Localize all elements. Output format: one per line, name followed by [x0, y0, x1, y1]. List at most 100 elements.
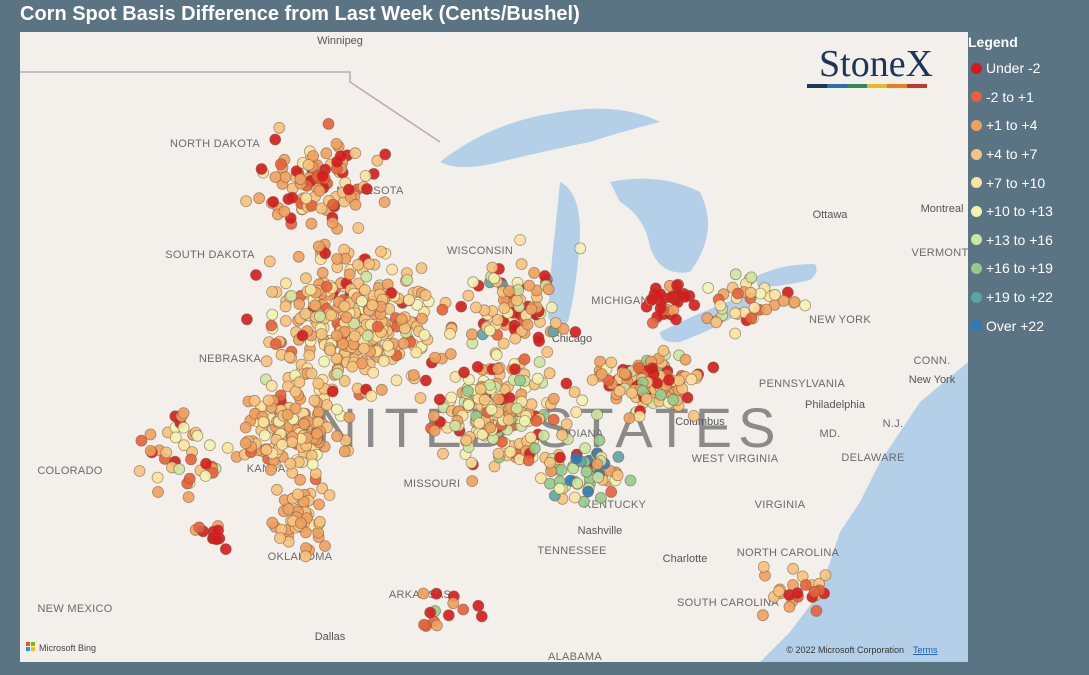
location-dot: [556, 429, 568, 441]
location-dot: [465, 328, 478, 341]
location-dot: [360, 270, 373, 283]
location-dot: [390, 374, 403, 387]
location-dot: [319, 540, 331, 552]
location-dot: [530, 415, 543, 427]
location-dot: [292, 250, 305, 263]
location-dot: [547, 392, 560, 405]
location-dot: [367, 366, 380, 379]
location-dot: [769, 288, 781, 301]
location-dot: [732, 287, 744, 300]
location-dot: [430, 619, 443, 632]
legend-label: +16 to +19: [986, 260, 1053, 277]
legend-item: +13 to +16: [968, 226, 1086, 255]
location-dot: [338, 300, 351, 313]
location-dot: [316, 482, 329, 495]
legend-item: +10 to +13: [968, 197, 1086, 226]
location-dot: [144, 444, 157, 457]
location-dot: [783, 589, 796, 601]
map-label: WEST VIRGINIA: [692, 453, 779, 465]
location-dot: [442, 609, 455, 622]
map-label: SOUTH CAROLINA: [677, 597, 779, 609]
legend-label: Over +22: [986, 317, 1044, 334]
location-dot: [169, 431, 182, 444]
location-dot: [219, 543, 232, 555]
location-dot: [358, 342, 370, 355]
location-dot: [284, 457, 297, 470]
location-dot: [177, 421, 190, 434]
location-dot: [810, 605, 823, 617]
location-dot: [239, 437, 252, 450]
border-line: [20, 71, 441, 143]
location-dot: [135, 434, 148, 447]
location-dot: [279, 171, 292, 184]
location-dot: [257, 416, 270, 429]
location-dot: [360, 183, 373, 195]
location-dot: [605, 485, 618, 498]
map-label: VIRGINIA: [755, 499, 806, 511]
location-dot: [429, 351, 441, 364]
location-dot: [343, 411, 356, 424]
location-dot: [586, 374, 599, 386]
location-dot: [279, 277, 292, 290]
location-dot: [819, 569, 832, 581]
location-dot: [326, 216, 339, 229]
legend-label: +10 to +13: [986, 203, 1053, 220]
location-dot: [324, 344, 337, 357]
location-dot: [258, 429, 271, 442]
location-dot: [521, 318, 534, 331]
location-dot: [330, 329, 343, 342]
location-dot: [483, 324, 496, 337]
location-dot: [330, 403, 343, 416]
location-dot: [260, 355, 273, 368]
location-dot: [571, 477, 584, 490]
location-dot: [476, 428, 489, 441]
legend-swatch: [971, 320, 982, 332]
legend-item: +4 to +7: [968, 140, 1086, 169]
location-dot: [537, 429, 550, 442]
location-dot: [560, 377, 573, 390]
location-dot: [787, 562, 799, 575]
terms-link[interactable]: Terms: [913, 645, 938, 655]
location-dot: [331, 430, 344, 443]
location-dot: [286, 436, 299, 449]
location-dot: [379, 148, 392, 161]
location-dot: [679, 290, 691, 303]
location-dot: [361, 329, 374, 342]
location-dot: [302, 158, 315, 171]
location-dot: [183, 472, 196, 485]
location-dot: [514, 234, 527, 246]
map-label: PENNSYLVANIA: [759, 378, 846, 390]
location-dot: [266, 285, 279, 298]
location-dot: [265, 379, 278, 392]
location-dot: [303, 349, 316, 362]
location-dot: [359, 169, 372, 182]
location-dot: [714, 299, 727, 312]
location-dot: [444, 348, 457, 360]
location-dot: [395, 313, 408, 326]
location-dot: [754, 287, 767, 300]
map-label: TENNESSEE: [537, 545, 606, 557]
location-dot: [200, 457, 212, 470]
location-dot: [729, 268, 742, 281]
location-dot: [299, 307, 312, 320]
location-dot: [491, 313, 504, 326]
location-dot: [270, 483, 283, 496]
location-dot: [416, 312, 428, 325]
location-dot: [193, 521, 206, 534]
legend-label: +19 to +22: [986, 289, 1053, 306]
location-dot: [531, 372, 544, 385]
dots: [133, 118, 832, 632]
legend-swatch: [971, 119, 982, 131]
location-dot: [745, 271, 758, 284]
legend-label: +7 to +10: [986, 174, 1046, 191]
location-dot: [349, 147, 362, 160]
location-dot: [338, 375, 351, 387]
location-dot: [427, 410, 440, 422]
location-dot: [418, 329, 431, 341]
map-label: Chicago: [552, 333, 592, 345]
location-dot: [305, 217, 318, 230]
legend-label: +1 to +4: [986, 117, 1038, 134]
location-dot: [304, 283, 317, 296]
